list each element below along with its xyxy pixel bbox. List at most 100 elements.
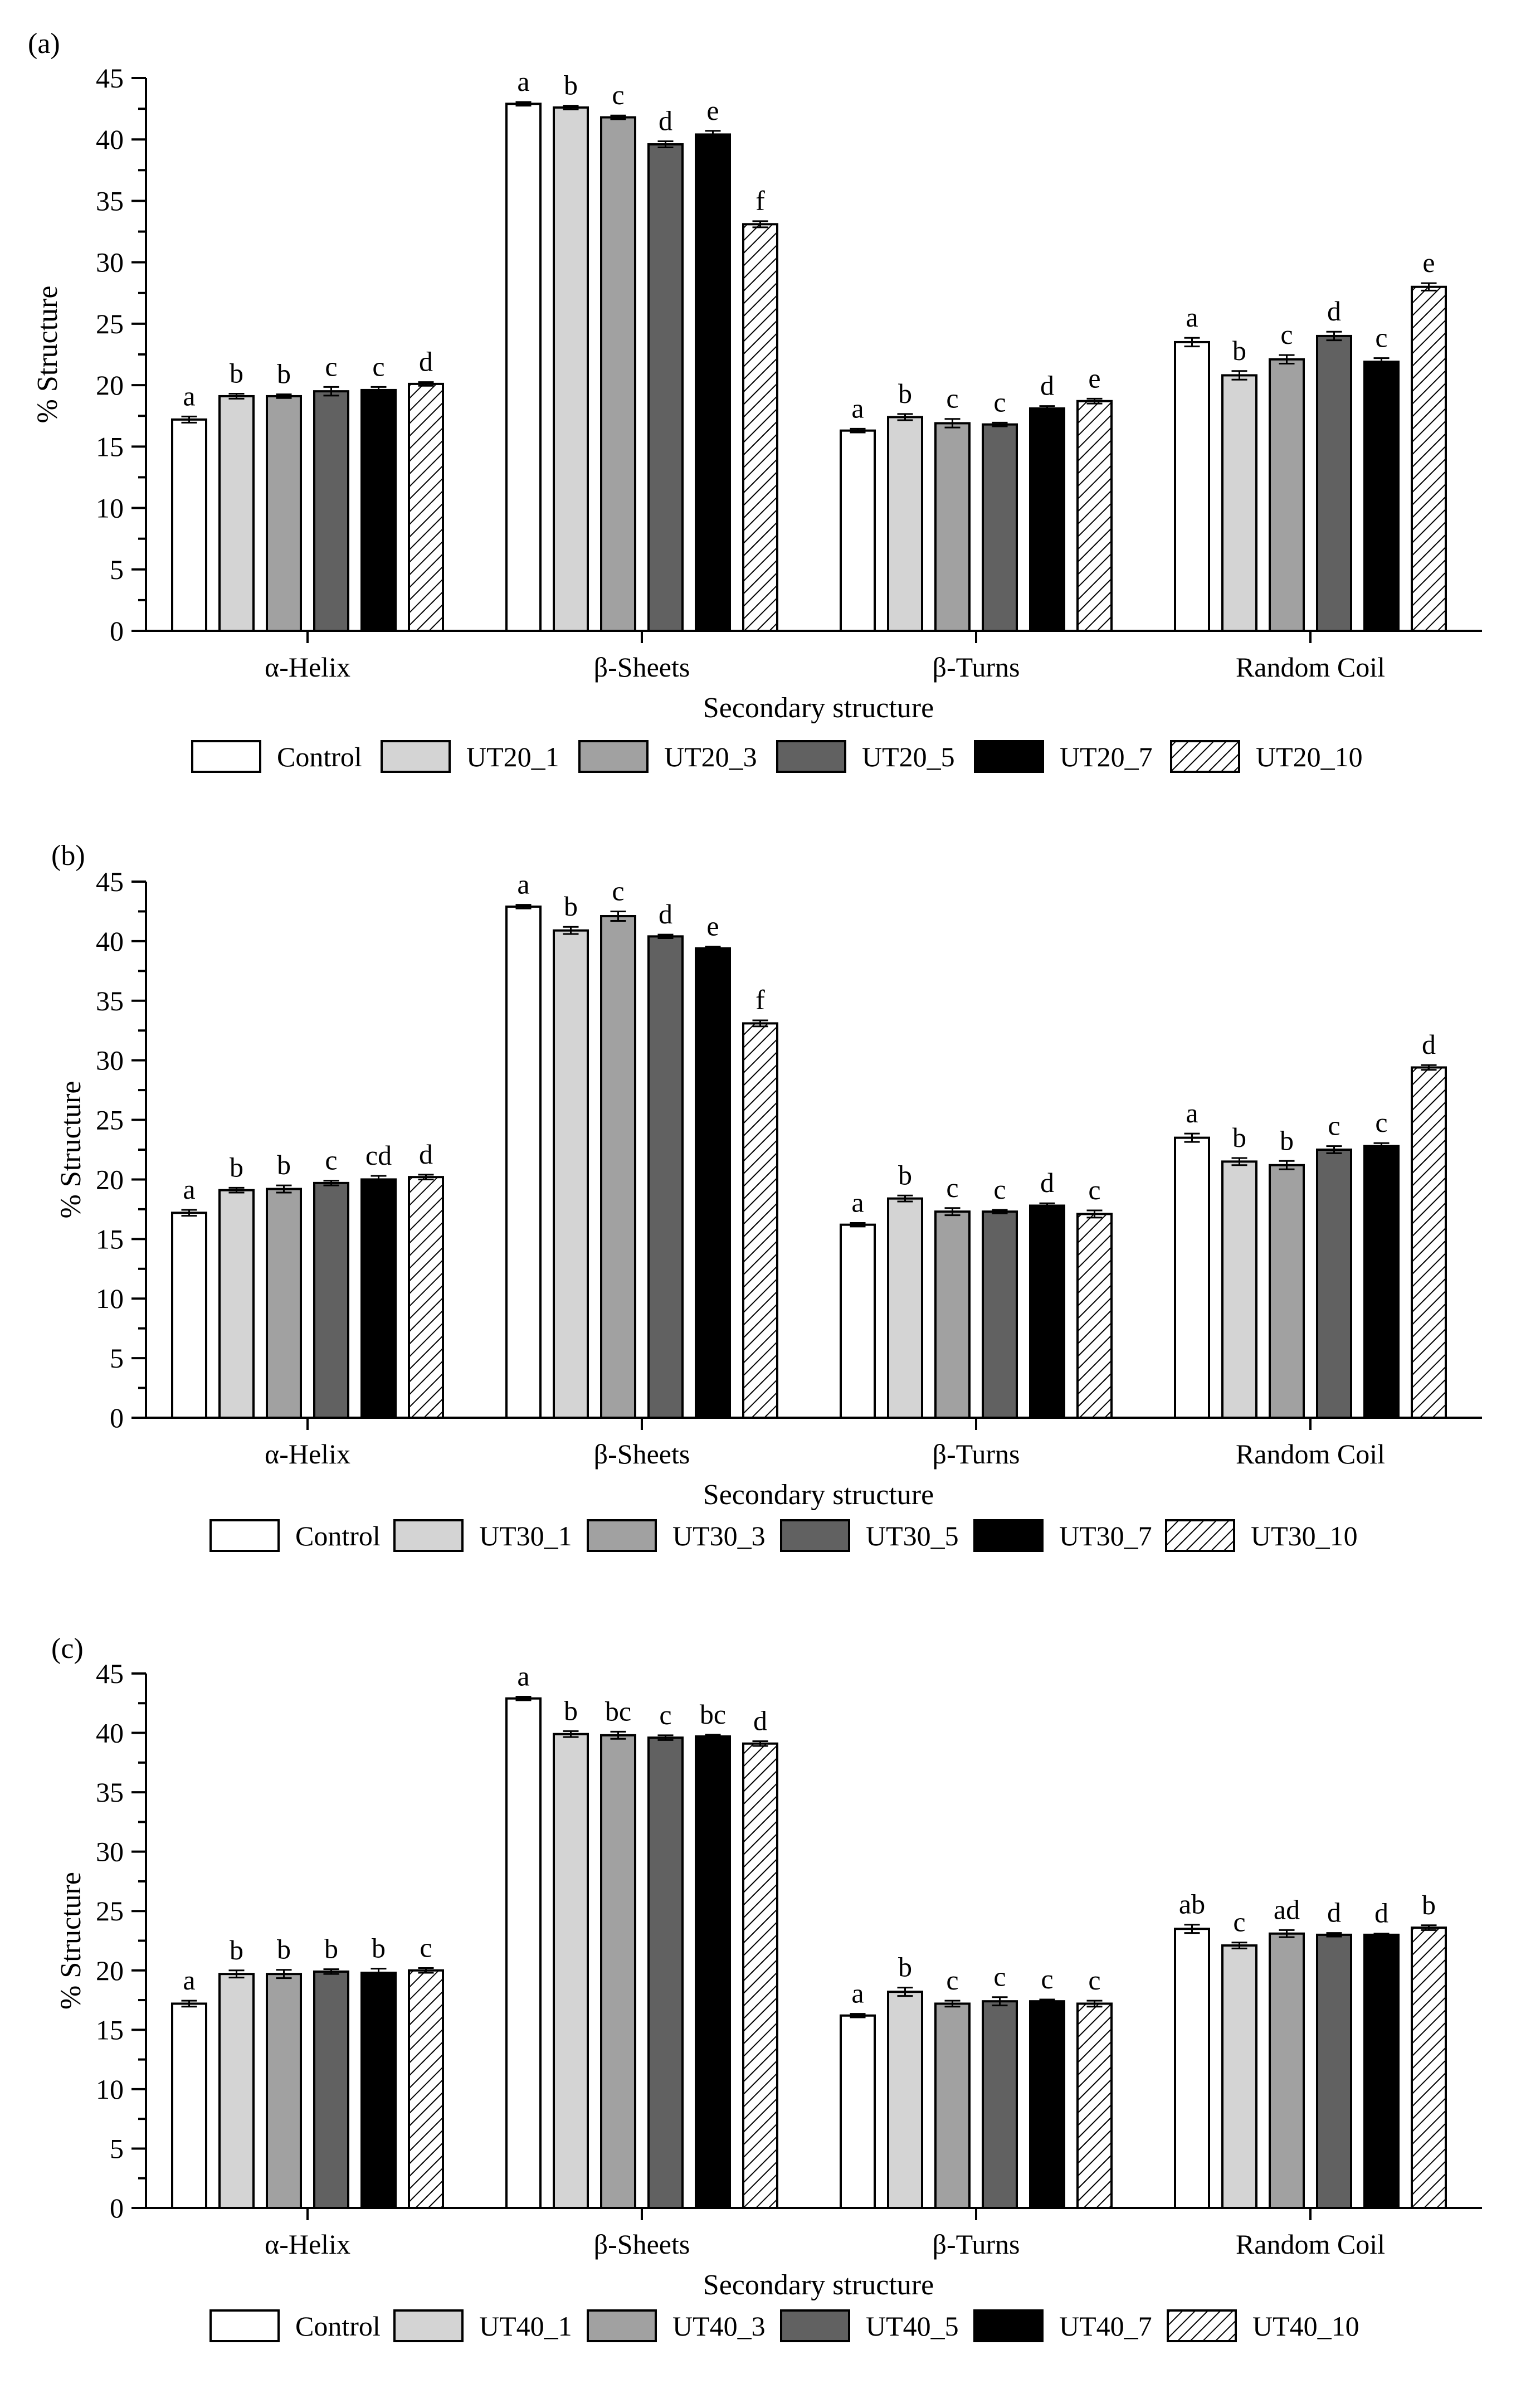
bar: [313, 1181, 349, 1419]
bar: [218, 1973, 255, 2210]
significance-letter: b: [564, 891, 578, 922]
bar: [1363, 1933, 1400, 2210]
bar: [1174, 1136, 1210, 1419]
legend-item: UT30_7: [973, 1519, 1152, 1552]
legend-label: UT20_3: [664, 741, 757, 772]
significance-letter: c: [993, 1174, 1006, 1205]
significance-letter: c: [612, 875, 624, 906]
legend-label: Control: [277, 741, 362, 772]
bar: [1316, 1149, 1352, 1419]
significance-letter: b: [898, 378, 912, 409]
significance-letter: b: [277, 1934, 291, 1965]
legend-swatch: [973, 1519, 1044, 1552]
significance-letter: a: [851, 1978, 864, 2009]
y-tick-label: 5: [110, 554, 124, 585]
legend-label: UT40_1: [479, 2310, 572, 2342]
legend-item: UT30_1: [393, 1519, 572, 1552]
significance-letter: d: [1327, 295, 1341, 327]
significance-letter: a: [183, 1174, 195, 1205]
significance-letter: c: [1041, 1963, 1053, 1994]
y-tick-label: 5: [110, 2133, 124, 2164]
legend-swatch: [1165, 1519, 1235, 1552]
significance-letter: c: [1280, 319, 1293, 350]
y-tick-label: 45: [96, 866, 124, 897]
bar: [1269, 1932, 1305, 2210]
bar: [887, 416, 923, 633]
y-tick-label: 15: [96, 431, 124, 462]
y-tick-label: 30: [96, 247, 124, 278]
y-tick-label: 40: [96, 1718, 124, 1749]
significance-letter: c: [946, 1172, 958, 1203]
legend-swatch: [1167, 2309, 1237, 2342]
y-tick-label: 35: [96, 985, 124, 1016]
significance-letter: a: [851, 1186, 864, 1218]
panel-label: (c): [51, 1633, 84, 1665]
bar: [647, 143, 684, 633]
bar: [360, 1972, 397, 2210]
legend-swatch: [578, 740, 649, 773]
y-tick-label: 5: [110, 1342, 124, 1374]
bar: [553, 929, 589, 1419]
bar: [1316, 1933, 1352, 2210]
bar: [505, 905, 542, 1419]
bar: [600, 914, 636, 1419]
bar: [742, 223, 778, 632]
bar: [695, 133, 731, 633]
bar: [695, 1735, 731, 2210]
significance-letter: c: [1088, 1964, 1100, 1996]
significance-letter: a: [183, 1964, 195, 1996]
legend-item: UT40_3: [587, 2309, 766, 2342]
significance-letter: b: [230, 358, 243, 389]
significance-letter: c: [372, 351, 384, 382]
x-tick-label: β-Sheets: [594, 1438, 690, 1470]
bar: [1076, 2002, 1113, 2210]
significance-letter: b: [898, 1952, 912, 1983]
bar: [600, 1734, 636, 2210]
legend-swatch: [209, 1519, 280, 1552]
significance-letter: b: [898, 1159, 912, 1190]
bar: [1411, 1927, 1447, 2210]
bar: [934, 2002, 971, 2210]
legend-item: UT30_3: [587, 1519, 766, 1552]
significance-letter: c: [946, 383, 958, 414]
significance-letter: b: [1232, 335, 1246, 366]
significance-letter: f: [755, 984, 765, 1015]
significance-letter: ab: [1179, 1889, 1205, 1920]
panel-label: (b): [51, 840, 85, 872]
significance-letter: b: [1422, 1889, 1436, 1920]
bar: [1411, 285, 1447, 632]
legend-label: UT30_7: [1059, 1520, 1152, 1551]
legend-label: Control: [295, 2310, 381, 2342]
legend-label: UT40_3: [672, 2310, 766, 2342]
bar: [1029, 1204, 1065, 1419]
significance-letter: b: [564, 70, 578, 101]
significance-letter: c: [1233, 1906, 1245, 1938]
bar: [982, 1210, 1018, 1419]
y-tick-label: 45: [96, 62, 124, 94]
bar: [171, 2002, 207, 2210]
significance-letter: c: [993, 386, 1006, 417]
legend-swatch: [780, 1519, 850, 1552]
y-tick-label: 10: [96, 493, 124, 524]
significance-letter: e: [1422, 247, 1435, 278]
legend-item: Control: [209, 1519, 381, 1552]
significance-letter: d: [419, 1139, 433, 1170]
legend-swatch: [776, 740, 846, 773]
significance-letter: c: [612, 79, 624, 110]
legend-label: UT30_5: [866, 1520, 959, 1551]
y-tick-label: 25: [96, 1895, 124, 1927]
significance-letter: b: [1232, 1122, 1246, 1153]
x-tick-label: β-Turns: [933, 2229, 1020, 2260]
bar: [171, 418, 207, 633]
significance-letter: c: [1375, 322, 1387, 353]
chart-panel-1: (a) 0 5 10 15 20 25 30 35 40 45 α-Helix β-Sheets β-Tu…: [28, 28, 1482, 773]
legend-item: UT40_7: [973, 2309, 1152, 2342]
bar: [1411, 1066, 1447, 1419]
y-tick-label: 35: [96, 185, 124, 216]
significance-letter: d: [753, 1705, 767, 1736]
bar: [360, 388, 397, 632]
legend-item: UT40_1: [393, 2309, 572, 2342]
significance-letter: c: [325, 351, 337, 382]
legend-item: Control: [191, 740, 362, 773]
legend-item: Control: [209, 2309, 381, 2342]
